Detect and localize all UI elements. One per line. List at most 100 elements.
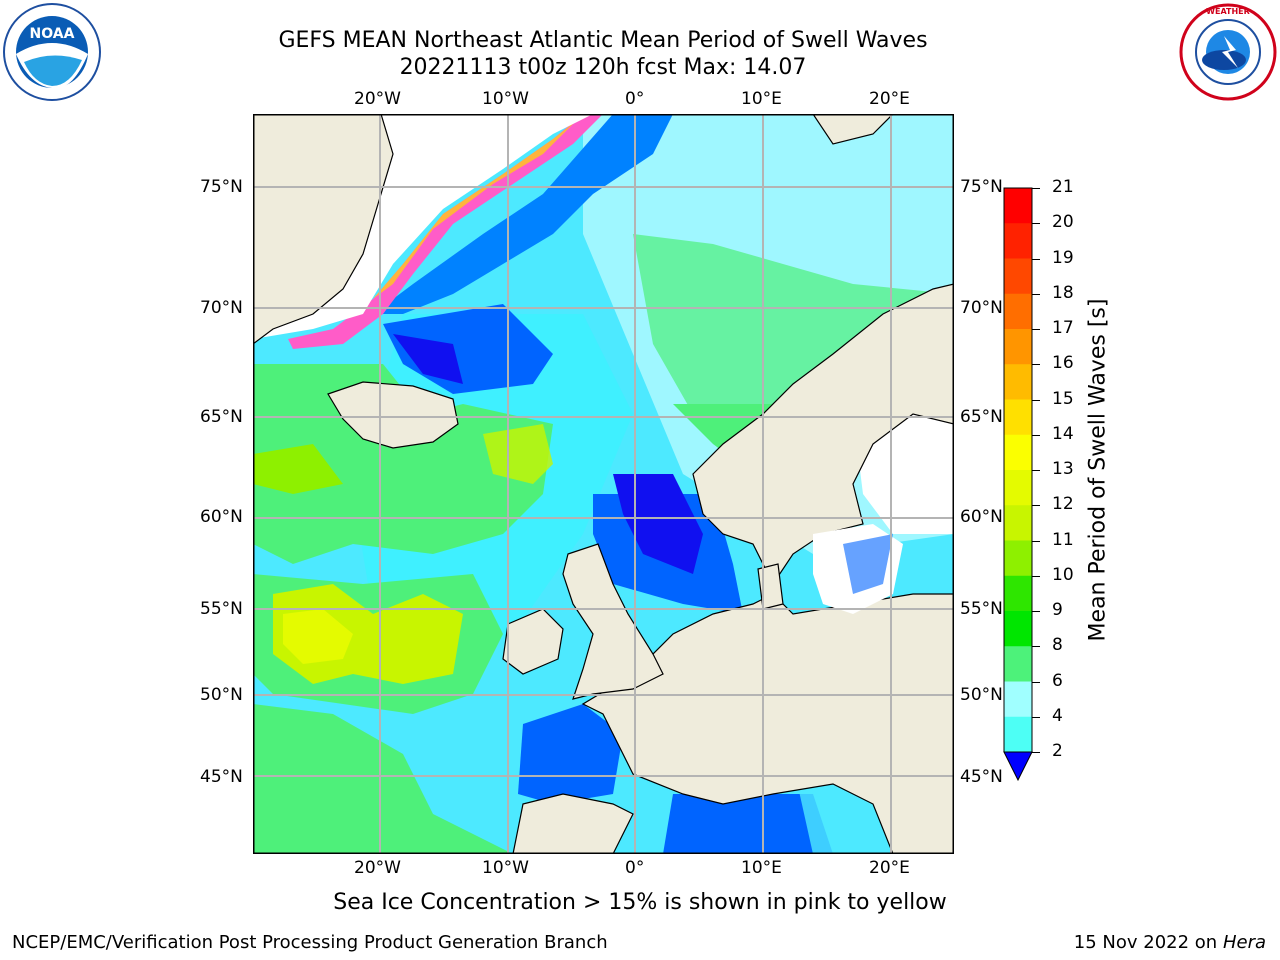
lat-label-right: 70°N xyxy=(960,298,1003,318)
lat-label-left: 50°N xyxy=(200,685,243,705)
colorbar-tick-mark xyxy=(1032,505,1040,507)
colorbar xyxy=(1000,186,1040,786)
swell-region xyxy=(483,424,553,484)
sea-ice-caption: Sea Ice Concentration > 15% is shown in … xyxy=(333,890,947,915)
swell-region xyxy=(633,234,954,434)
swell-region xyxy=(253,364,553,564)
lat-label-left: 65°N xyxy=(200,407,243,427)
lat-label-left: 55°N xyxy=(200,599,243,619)
lat-label-left: 45°N xyxy=(200,767,243,787)
land-iberia xyxy=(512,793,634,854)
land-svalbard xyxy=(812,114,894,145)
colorbar-tick-mark xyxy=(1032,470,1040,471)
sea-ice-band xyxy=(288,114,603,349)
colorbar-segment xyxy=(1004,681,1032,718)
colorbar-tick-label: 16 xyxy=(1052,353,1074,374)
lon-label-bottom: 20°W xyxy=(354,858,401,878)
colorbar-tick-label: 13 xyxy=(1052,459,1074,479)
land-iceland xyxy=(327,381,459,449)
noaa-logo-icon: NOAA xyxy=(2,2,102,102)
land-scandinavia xyxy=(692,283,954,586)
svg-text:NOAA: NOAA xyxy=(30,26,75,42)
footer-credit: NCEP/EMC/Verification Post Processing Pr… xyxy=(12,932,608,953)
lat-label-left: 75°N xyxy=(200,177,243,197)
land-greenland xyxy=(253,114,394,345)
lat-label-right: 75°N xyxy=(960,177,1003,197)
swell-region xyxy=(253,704,513,854)
map-panel xyxy=(253,114,954,854)
map-subtitle: 20221113 t00z 120h fcst Max: 14.07 xyxy=(399,55,807,80)
colorbar-tick-label: 10 xyxy=(1052,564,1074,585)
swell-region xyxy=(283,609,353,664)
colorbar-tick-mark xyxy=(1032,188,1040,189)
colorbar-segment xyxy=(1004,540,1032,577)
colorbar-tick-mark xyxy=(1032,646,1040,648)
colorbar-tick-mark xyxy=(1032,716,1040,718)
nws-logo-icon: WEATHER xyxy=(1178,2,1278,102)
lat-label-right: 55°N xyxy=(960,599,1003,619)
colorbar-tick-label: 11 xyxy=(1052,529,1074,550)
lat-label-right: 60°N xyxy=(960,507,1003,527)
colorbar-tick-label: 2 xyxy=(1052,741,1063,761)
lat-label-left: 60°N xyxy=(200,507,243,527)
lon-label-bottom: 0° xyxy=(625,858,645,878)
colorbar-segment xyxy=(1004,646,1032,682)
footer-machine: Hera xyxy=(1222,932,1266,953)
map-title: GEFS MEAN Northeast Atlantic Mean Period… xyxy=(278,28,928,53)
colorbar-tick-mark xyxy=(1032,258,1040,260)
colorbar-segment xyxy=(1004,575,1032,612)
colorbar-segment xyxy=(1004,329,1032,365)
lon-label-bottom: 10°W xyxy=(482,858,529,878)
colorbar-label: Mean Period of Swell Waves [s] xyxy=(1085,298,1111,642)
colorbar-tick-label: 8 xyxy=(1052,635,1063,656)
colorbar-tick-label: 14 xyxy=(1052,423,1074,444)
colorbar-tick-label: 15 xyxy=(1052,388,1074,409)
land-europe xyxy=(581,593,954,854)
colorbar-segment xyxy=(1004,716,1032,753)
colorbar-tick-mark xyxy=(1032,399,1040,401)
colorbar-segment xyxy=(1004,188,1032,224)
land-denmark xyxy=(757,563,784,610)
colorbar-tick-label: 12 xyxy=(1052,494,1074,515)
swell-region xyxy=(518,704,623,804)
colorbar-segment xyxy=(1004,364,1032,400)
colorbar-tick-mark xyxy=(1032,752,1040,753)
colorbar-tick-label: 21 xyxy=(1052,177,1074,197)
colorbar-segment xyxy=(1004,258,1032,295)
colorbar-segment xyxy=(1004,611,1032,647)
colorbar-tick-label: 19 xyxy=(1052,247,1074,268)
colorbar-tick-mark xyxy=(1032,681,1040,683)
lat-label-right: 45°N xyxy=(960,767,1003,787)
svg-text:WEATHER: WEATHER xyxy=(1206,7,1250,16)
swell-region xyxy=(373,114,673,314)
lat-label-left: 70°N xyxy=(200,298,243,318)
colorbar-tick-mark xyxy=(1032,611,1040,612)
lon-label-top: 20°E xyxy=(869,89,910,109)
colorbar-tick-mark xyxy=(1032,329,1040,330)
swell-region xyxy=(843,534,893,594)
colorbar-tick-label: 20 xyxy=(1052,212,1074,233)
lon-label-top: 20°W xyxy=(354,89,401,109)
lon-label-top: 0° xyxy=(625,89,645,109)
map-frame xyxy=(253,114,954,854)
colorbar-segment xyxy=(1004,399,1032,436)
colorbar-extend-arrow xyxy=(1003,751,1033,782)
swell-region xyxy=(253,444,343,494)
graticule xyxy=(253,114,954,854)
colorbar-tick-label: 18 xyxy=(1052,282,1074,303)
colorbar-tick-mark xyxy=(1032,223,1040,225)
swell-region xyxy=(663,794,833,854)
colorbar-tick-mark xyxy=(1032,540,1040,542)
colorbar-segment xyxy=(1004,293,1032,330)
colorbar-segment xyxy=(1004,223,1032,259)
colorbar-segment xyxy=(1004,434,1032,471)
lon-label-top: 10°E xyxy=(741,89,782,109)
lat-label-right: 65°N xyxy=(960,407,1003,427)
colorbar-tick-label: 6 xyxy=(1052,670,1063,691)
sea-ice-band xyxy=(373,114,585,299)
colorbar-tick-label: 17 xyxy=(1052,318,1074,338)
lat-label-right: 50°N xyxy=(960,685,1003,705)
colorbar-tick-mark xyxy=(1032,364,1040,366)
lon-label-bottom: 10°E xyxy=(741,858,782,878)
colorbar-tick-mark xyxy=(1032,293,1040,295)
